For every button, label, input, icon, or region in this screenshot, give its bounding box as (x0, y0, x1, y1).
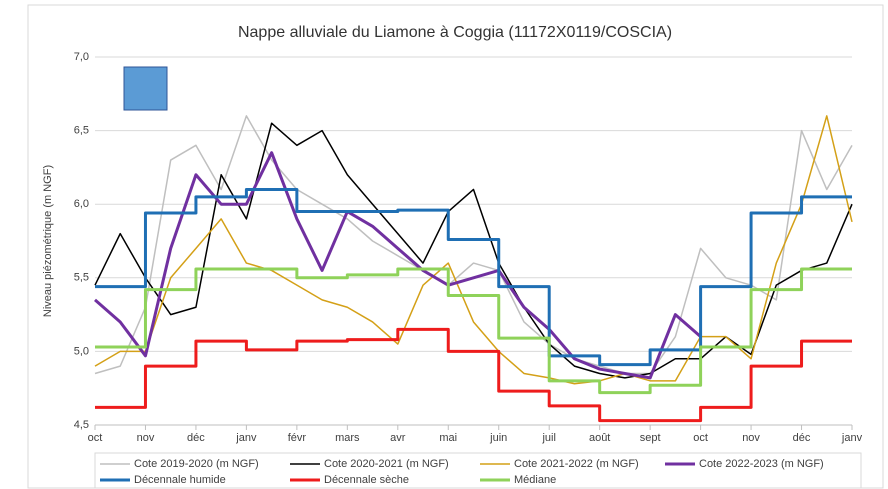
y-tick-label: 6,0 (74, 198, 89, 210)
x-tick-label: mars (335, 432, 360, 444)
y-tick-label: 5,0 (74, 345, 89, 357)
logo-placeholder (123, 66, 168, 111)
series-line (94, 151, 702, 380)
legend-frame (94, 452, 862, 489)
series-line (94, 115, 853, 375)
x-tick-label: déc (187, 432, 205, 444)
legend-label: Décennale sèche (324, 474, 409, 486)
x-tick-label: nov (137, 432, 155, 444)
series-line (95, 267, 852, 395)
x-tick-label: août (589, 432, 610, 444)
x-tick-label: oct (88, 432, 103, 444)
x-tick-label: avr (390, 432, 406, 444)
legend-label: Cote 2021-2022 (m NGF) (514, 458, 639, 470)
x-tick-label: mai (439, 432, 457, 444)
y-tick-label: 5,5 (74, 272, 89, 284)
legend-label: Cote 2020-2021 (m NGF) (324, 458, 449, 470)
series-line (95, 187, 852, 367)
x-tick-label: janv (235, 432, 257, 444)
legend-label: Cote 2022-2023 (m NGF) (699, 458, 824, 470)
y-tick-label: 6,5 (74, 125, 89, 137)
chart-title: Nappe alluviale du Liamone à Coggia (111… (238, 24, 672, 41)
x-tick-label: déc (793, 432, 811, 444)
x-tick-label: oct (693, 432, 708, 444)
x-tick-label: juin (489, 432, 507, 444)
x-tick-label: févr (288, 432, 307, 444)
series-line (94, 115, 853, 385)
y-tick-label: 7,0 (74, 51, 89, 63)
x-tick-label: juil (541, 432, 555, 444)
series-line (95, 327, 852, 423)
x-tick-label: janv (841, 432, 863, 444)
y-axis-label: Niveau piézométrique (m NGF) (42, 165, 54, 317)
x-tick-label: sept (640, 432, 661, 444)
legend-label: Cote 2019-2020 (m NGF) (134, 458, 259, 470)
y-tick-label: 4,5 (74, 419, 89, 431)
x-tick-label: nov (742, 432, 760, 444)
legend-label: Médiane (514, 474, 556, 486)
legend-label: Décennale humide (134, 474, 226, 486)
